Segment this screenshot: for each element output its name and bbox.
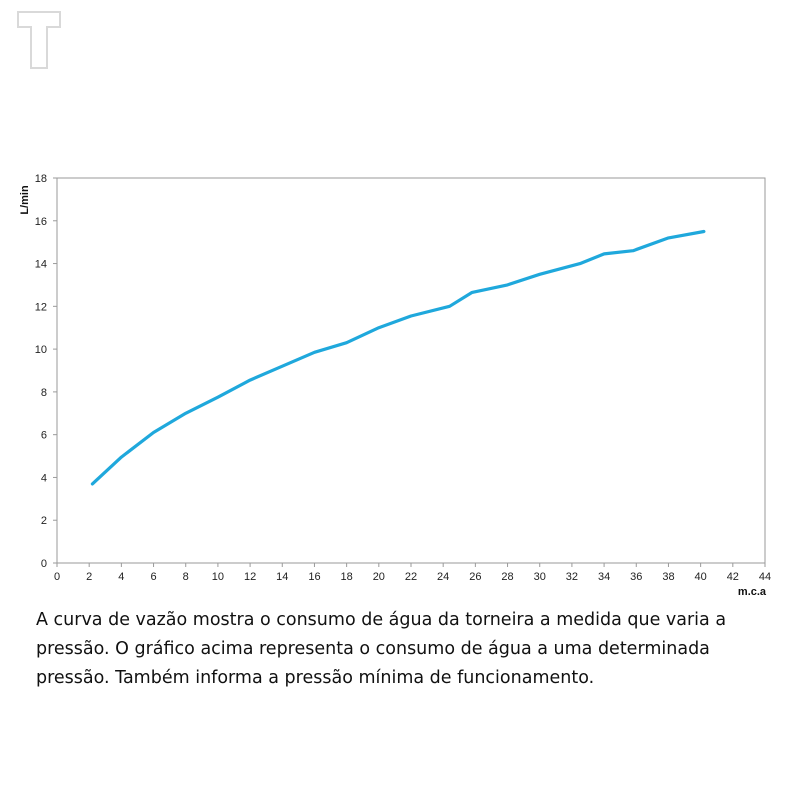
y-tick-label: 8 <box>41 387 47 399</box>
x-tick-label: 42 <box>727 571 739 583</box>
y-tick-label: 18 <box>35 173 47 185</box>
y-tick-label: 10 <box>35 344 47 356</box>
x-tick-label: 6 <box>150 571 156 583</box>
y-tick-label: 16 <box>35 216 47 228</box>
y-tick-label: 14 <box>35 259 47 271</box>
y-tick-label: 2 <box>41 515 47 527</box>
y-tick-label: 6 <box>41 430 47 442</box>
x-tick-label: 8 <box>183 571 189 583</box>
y-axis: 0 2 4 6 8 10 12 14 16 18 <box>35 173 57 570</box>
x-tick-label: 22 <box>405 571 417 583</box>
x-tick-label: 0 <box>54 571 60 583</box>
y-tick-label: 12 <box>35 301 47 313</box>
x-tick-label: 34 <box>598 571 610 583</box>
plot-area <box>56 177 766 564</box>
x-tick-label: 10 <box>212 571 224 583</box>
series-layer <box>90 229 706 486</box>
x-tick-label: 20 <box>373 571 385 583</box>
x-tick-label: 28 <box>501 571 513 583</box>
t-logo-icon <box>17 11 61 69</box>
line-chart: 0 2 4 6 8 10 12 14 16 18 20 22 24 26 28 30 32 34 36 38 40 42 4… <box>19 173 771 598</box>
x-tick-label: 32 <box>566 571 578 583</box>
x-axis-label: m.c.a <box>738 586 767 598</box>
x-tick-label: 44 <box>759 571 771 583</box>
x-tick-label: 16 <box>308 571 320 583</box>
x-tick-label: 18 <box>341 571 353 583</box>
x-tick-label: 2 <box>86 571 92 583</box>
x-tick-label: 24 <box>437 571 449 583</box>
y-tick-label: 4 <box>41 472 47 484</box>
y-axis-label: L/min <box>19 185 31 215</box>
x-tick-label: 36 <box>630 571 642 583</box>
x-tick-label: 38 <box>662 571 674 583</box>
x-tick-label: 12 <box>244 571 256 583</box>
x-tick-label: 26 <box>469 571 481 583</box>
x-axis: 0 2 4 6 8 10 12 14 16 18 20 22 24 26 28 30 32 34 36 38 40 42 4… <box>54 563 771 583</box>
x-tick-label: 14 <box>276 571 288 583</box>
x-tick-label: 30 <box>534 571 546 583</box>
x-tick-label: 4 <box>118 571 124 583</box>
chart-caption: A curva de vazão mostra o consumo de águ… <box>36 610 727 688</box>
y-tick-label: 0 <box>41 558 47 570</box>
x-tick-label: 40 <box>695 571 707 583</box>
series-line <box>90 229 706 486</box>
